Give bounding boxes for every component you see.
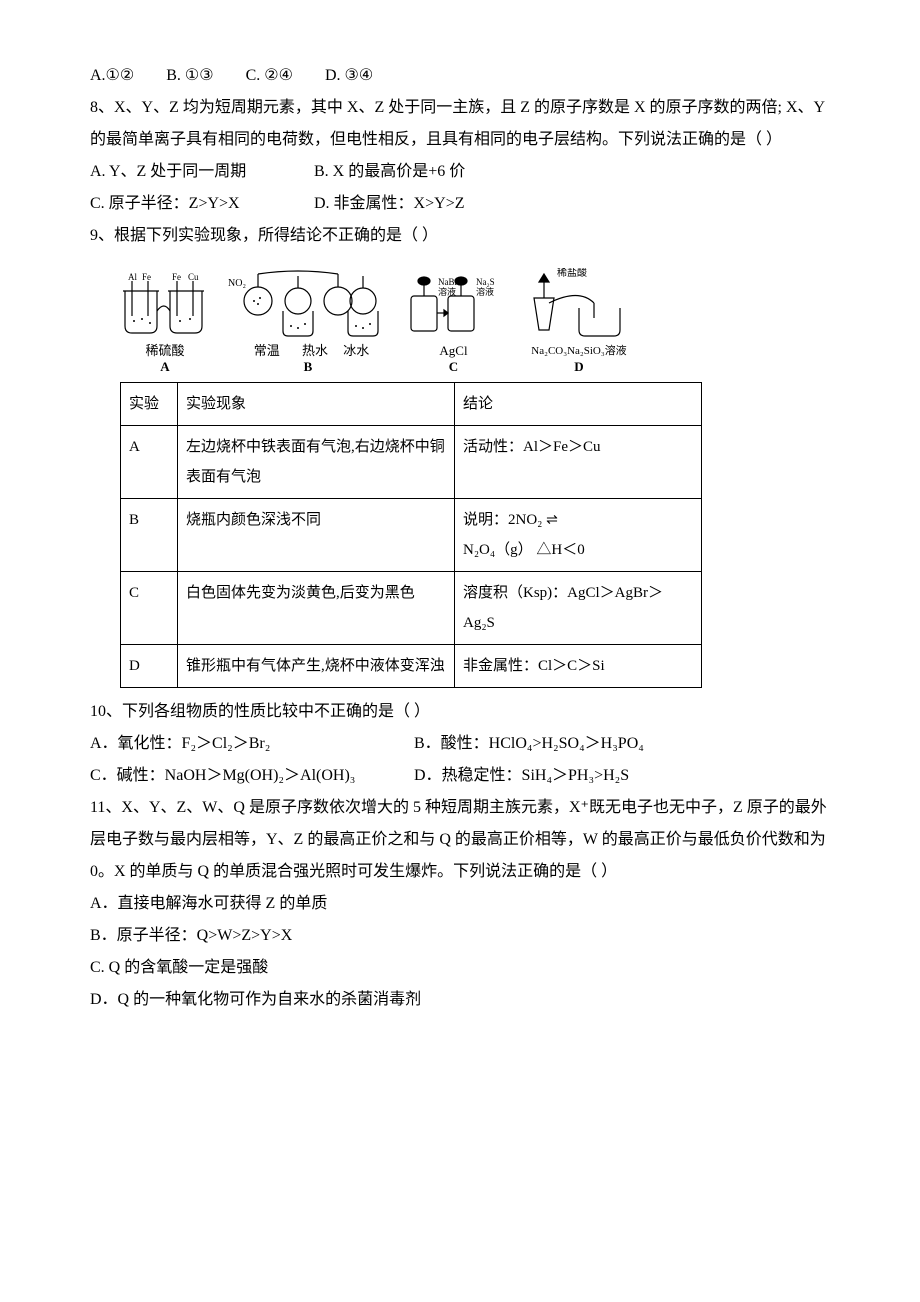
fig-a-cap: A [120, 359, 210, 375]
svg-text:Cu: Cu [188, 272, 199, 282]
fig-c-cap: C [406, 359, 501, 375]
svg-text:溶液: 溶液 [476, 286, 494, 297]
q8-opt-b: B. X 的最高价是+6 价 [314, 163, 465, 180]
q8-opt-c: C. 原子半径：Z>Y>X [90, 188, 310, 220]
svg-text:Na₂S: Na₂S [476, 277, 495, 287]
cell-b-conc: 说明：2NO₂ ⇌ N₂O₄（g） △H＜0 [455, 499, 702, 572]
q9-stem: 9、根据下列实验现象，所得结论不正确的是（ ） [90, 220, 830, 252]
th-phen: 实验现象 [178, 383, 455, 426]
table-row: D 锥形瓶中有气体产生,烧杯中液体变浑浊 非金属性：Cl＞C＞Si [121, 645, 702, 688]
q11-opt-b: B．原子半径：Q>W>Z>Y>X [90, 920, 830, 952]
q8-row2: C. 原子半径：Z>Y>X D. 非金属性：X>Y>Z [90, 188, 830, 220]
q7-options: A.①② B. ①③ C. ②④ D. ③④ [90, 60, 830, 92]
cell-c-conc: 溶度积（Ksp)：AgCl＞AgBr＞Ag₂S [455, 572, 702, 645]
q7-opt-b: B. ①③ [166, 67, 213, 84]
fig-c-agcl: AgCl [406, 343, 501, 359]
q10-opt-a: A．氧化性：F₂＞Cl₂＞Br₂ [90, 728, 410, 760]
q10-opt-b: B．酸性：HClO₄>H₂SO₄＞H₃PO₄ [414, 735, 644, 752]
table-row: A 左边烧杯中铁表面有气泡,右边烧杯中铜表面有气泡 活动性：Al＞Fe＞Cu [121, 426, 702, 499]
cell-c-phen: 白色固体先变为淡黄色,后变为黑色 [178, 572, 455, 645]
fig-b: NO₂ 常温 热水 冰水 B [228, 266, 388, 374]
q8-stem: 8、X、Y、Z 均为短周期元素，其中 X、Z 处于同一主族，且 Z 的原子序数是… [90, 92, 830, 156]
cell-d-phen: 锥形瓶中有气体产生,烧杯中液体变浑浊 [178, 645, 455, 688]
q8-opt-d: D. 非金属性：X>Y>Z [314, 195, 465, 212]
fig-b-l1: 常温 [247, 343, 287, 359]
q10-opt-d: D．热稳定性：SiH₄＞PH₃>H₂S [414, 767, 629, 784]
q10-opt-c: C．碱性：NaOH＞Mg(OH)₂＞Al(OH)₃ [90, 760, 410, 792]
q10-stem: 10、下列各组物质的性质比较中不正确的是（ ） [90, 696, 830, 728]
fig-d: 稀盐酸 Na₂CO₃Na₂SiO₃溶液 D [519, 268, 639, 374]
cell-a-exp: A [121, 426, 178, 499]
fig-c: Na₂S 溶液 NaBr 溶液 AgCl C [406, 271, 501, 374]
equilibrium-arrow-icon: ⇌ [546, 507, 556, 535]
cell-a-conc: 活动性：Al＞Fe＞Cu [455, 426, 702, 499]
fig-d-cap: D [519, 359, 639, 375]
q8-row1: A. Y、Z 处于同一周期 B. X 的最高价是+6 价 [90, 156, 830, 188]
svg-text:溶液: 溶液 [438, 286, 456, 297]
table-row: C 白色固体先变为淡黄色,后变为黑色 溶度积（Ksp)：AgCl＞AgBr＞Ag… [121, 572, 702, 645]
cell-b-exp: B [121, 499, 178, 572]
q8-opt-a: A. Y、Z 处于同一周期 [90, 156, 310, 188]
q7-opt-a: A.①② [90, 67, 134, 84]
q11-opt-c: C. Q 的含氧酸一定是强酸 [90, 952, 830, 984]
q7-opt-c: C. ②④ [246, 67, 293, 84]
q10-row1: A．氧化性：F₂＞Cl₂＞Br₂ B．酸性：HClO₄>H₂SO₄＞H₃PO₄ [90, 728, 830, 760]
svg-text:Al: Al [128, 272, 137, 282]
svg-text:NaBr: NaBr [438, 277, 458, 287]
q11-opt-d: D．Q 的一种氧化物可作为自来水的杀菌消毒剂 [90, 984, 830, 1016]
q11-opt-a: A．直接电解海水可获得 Z 的单质 [90, 888, 830, 920]
cell-a-phen: 左边烧杯中铁表面有气泡,右边烧杯中铜表面有气泡 [178, 426, 455, 499]
fig-b-l3: 冰水 [343, 343, 369, 358]
th-exp: 实验 [121, 383, 178, 426]
q9-table: 实验 实验现象 结论 A 左边烧杯中铁表面有气泡,右边烧杯中铜表面有气泡 活动性… [120, 382, 702, 688]
table-row: B 烧瓶内颜色深浅不同 说明：2NO₂ ⇌ N₂O₄（g） △H＜0 [121, 499, 702, 572]
q9-figures: Al Fe Fe Cu 稀硫酸 A NO₂ [120, 266, 830, 374]
q11-stem: 11、X、Y、Z、W、Q 是原子序数依次增大的 5 种短周期主族元素，X⁺既无电… [90, 792, 830, 888]
fig-a: Al Fe Fe Cu 稀硫酸 A [120, 271, 210, 374]
svg-text:Fe: Fe [172, 272, 181, 282]
cell-d-exp: D [121, 645, 178, 688]
fig-d-sol: Na₂CO₃Na₂SiO₃溶液 [519, 345, 639, 358]
q10-row2: C．碱性：NaOH＞Mg(OH)₂＞Al(OH)₃ D．热稳定性：SiH₄＞PH… [90, 760, 830, 792]
fig-b-l2: 热水 [290, 343, 340, 359]
svg-text:Fe: Fe [142, 272, 151, 282]
cell-c-exp: C [121, 572, 178, 645]
th-conc: 结论 [455, 383, 702, 426]
fig-b-cap: B [228, 359, 388, 375]
fig-b-gas: NO₂ [228, 278, 246, 289]
cell-b-phen: 烧瓶内颜色深浅不同 [178, 499, 455, 572]
fig-a-label: 稀硫酸 [120, 343, 210, 359]
cell-d-conc: 非金属性：Cl＞C＞Si [455, 645, 702, 688]
q7-opt-d: D. ③④ [325, 67, 373, 84]
svg-text:稀盐酸: 稀盐酸 [557, 268, 587, 279]
